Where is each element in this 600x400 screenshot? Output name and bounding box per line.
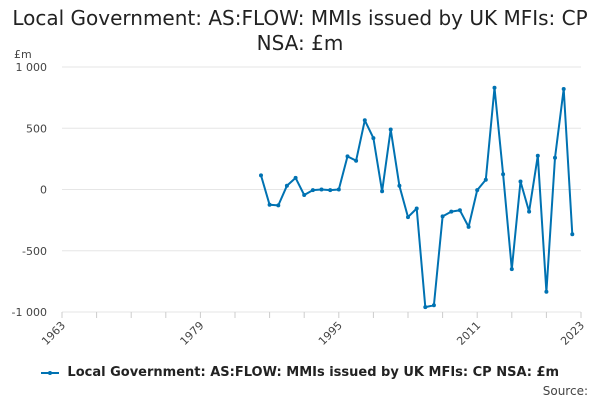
data-point [259,173,263,178]
data-point [423,305,428,310]
data-point [553,155,557,160]
data-point [328,188,333,193]
data-point [284,183,289,188]
data-point [535,153,540,158]
data-point [354,158,359,163]
data-point [336,187,341,192]
data-point [388,127,393,132]
x-tick-label: 2023 [558,319,587,348]
data-point [440,214,445,219]
data-point [310,188,315,193]
chart-title-line-2: NSA: £m [256,31,344,55]
data-point [319,187,324,192]
data-point [475,188,480,193]
data-point [267,202,272,207]
y-tick-label: 0 [40,184,47,197]
data-point [483,177,488,182]
source-label: Source: [542,384,588,398]
data-point [345,154,350,159]
data-point [509,267,514,272]
data-point [449,209,454,214]
x-tick-label: 1979 [178,319,207,348]
data-point [492,85,497,90]
data-point [570,232,575,237]
data-point [561,87,566,91]
chart-title: Local Government: AS:FLOW: MMIs issued b… [0,6,600,56]
legend-label: Local Government: AS:FLOW: MMIs issued b… [67,365,560,380]
data-point [380,189,385,194]
x-tick-label: 1963 [39,319,68,348]
data-point [293,175,298,180]
legend[interactable]: Local Government: AS:FLOW: MMIs issued b… [0,365,600,380]
data-point [544,289,549,294]
legend-swatch-icon [40,368,59,378]
y-tick-label: -1 000 [12,306,47,319]
data-point [518,179,523,184]
data-point [406,215,410,220]
data-point [371,136,376,141]
series-line [260,86,574,309]
data-point [527,209,532,214]
y-axis-unit-label: £m [14,48,32,61]
data-point [302,193,307,197]
data-point [501,172,506,177]
data-point [397,183,402,188]
data-point [457,208,462,213]
x-tick-label: 2011 [454,319,483,348]
chart-title-line-1: Local Government: AS:FLOW: MMIs issued b… [12,6,588,30]
data-point [414,206,419,211]
data-point [466,224,471,229]
data-point [431,303,436,308]
data-point [276,203,281,208]
y-tick-label: 500 [26,122,47,135]
data-point [362,118,367,123]
x-tick-label: 1995 [316,319,345,348]
y-tick-label: -500 [22,245,47,258]
y-tick-label: 1 000 [16,61,48,74]
